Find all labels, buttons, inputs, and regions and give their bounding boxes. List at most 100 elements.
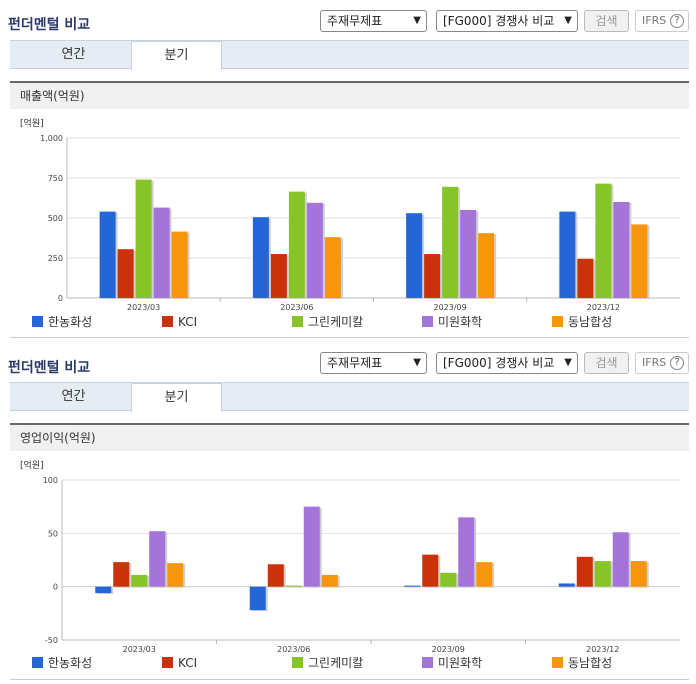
bar [288, 191, 305, 298]
bar [613, 202, 630, 298]
bar [576, 556, 593, 587]
legend-swatch [292, 657, 303, 668]
statement-select-value: 주재무제표 [327, 14, 383, 28]
legend-swatch [422, 657, 433, 668]
x-tick-label: 2023/09 [432, 645, 465, 654]
bar [478, 233, 495, 298]
x-tick-label: 2023/06 [280, 303, 313, 312]
competitor-select-value: [FG000] 경쟁사 비교 [443, 14, 555, 28]
bar-shadow [406, 586, 423, 588]
panel-revenue: 펀더멘털 비교 주재무제표 ▼ [FG000] 경쟁사 비교 ▼ 검색 IFRS… [0, 10, 696, 338]
chevron-down-icon: ▼ [564, 15, 572, 26]
legend-item[interactable]: 그린케미칼 [292, 314, 363, 330]
bar [95, 586, 112, 594]
panel-title: 펀더멘털 비교 [8, 17, 91, 33]
statement-select[interactable]: 주재무제표 ▼ [320, 10, 427, 32]
chart-subhead: 매출액(억원) [10, 81, 689, 109]
bar [406, 213, 423, 298]
competitor-select-value: [FG000] 경쟁사 비교 [443, 356, 555, 370]
ifrs-button[interactable]: IFRS ? [635, 10, 689, 32]
x-tick-label: 2023/12 [587, 303, 620, 312]
ifrs-button[interactable]: IFRS ? [635, 352, 689, 374]
period-tabs: 연간 분기 [10, 382, 689, 412]
bar [303, 506, 320, 587]
x-tick-label: 2023/12 [586, 645, 619, 654]
search-button[interactable]: 검색 [584, 10, 629, 32]
legend-item[interactable]: 한농화성 [32, 314, 92, 330]
unit-label: [억원] [20, 117, 44, 129]
chart-subhead: 영업이익(억원) [10, 423, 689, 451]
legend-label: KCI [178, 656, 198, 670]
unit-label: [억원] [20, 459, 44, 471]
legend-item[interactable]: KCI [162, 655, 197, 671]
bar [404, 585, 421, 587]
period-tabs: 연간 분기 [10, 40, 689, 70]
legend-item[interactable]: 동남합성 [552, 314, 612, 330]
bar [99, 211, 116, 298]
search-button[interactable]: 검색 [584, 352, 629, 374]
bar-shadow [287, 586, 304, 588]
chevron-down-icon: ▼ [564, 357, 572, 368]
bar [149, 531, 166, 587]
bar [153, 207, 170, 298]
legend-label: 그린케미칼 [308, 315, 364, 329]
help-icon: ? [670, 356, 684, 370]
bar [422, 554, 439, 587]
y-tick-label: 750 [48, 174, 63, 183]
bar [285, 585, 302, 587]
legend-label: KCI [178, 315, 198, 329]
bar [630, 561, 647, 587]
legend-label: 동남합성 [568, 656, 613, 670]
bar [117, 249, 134, 298]
y-tick-label: -50 [45, 636, 58, 645]
x-tick-label: 2023/03 [123, 645, 156, 654]
bar [442, 186, 459, 298]
legend-swatch [32, 316, 43, 327]
bar [306, 202, 323, 298]
bar [424, 254, 441, 298]
bar [171, 231, 188, 298]
legend-label: 그린케미칼 [308, 656, 364, 670]
bar [559, 211, 576, 298]
bar [270, 254, 287, 298]
legend-item[interactable]: 한농화성 [32, 655, 92, 671]
bar [267, 564, 284, 587]
legend-label: 한농화성 [48, 315, 93, 329]
legend-swatch [162, 657, 173, 668]
legend-item[interactable]: 동남합성 [552, 655, 612, 671]
tab-quarterly[interactable]: 분기 [131, 383, 222, 412]
y-tick-label: 100 [43, 476, 58, 485]
help-icon: ? [670, 14, 684, 28]
bar [476, 562, 493, 587]
tab-annual[interactable]: 연간 [61, 47, 86, 62]
competitor-select[interactable]: [FG000] 경쟁사 비교 ▼ [436, 10, 578, 32]
divider [10, 337, 689, 338]
legend-item[interactable]: 미원화학 [422, 655, 482, 671]
bar [440, 572, 457, 587]
legend-label: 한농화성 [48, 656, 93, 670]
legend-swatch [552, 657, 563, 668]
bar [458, 517, 475, 587]
bar [324, 237, 341, 298]
chart-legend: 한농화성 KCI 그린케미칼 미원화학 동남합성 [0, 655, 696, 671]
legend-item[interactable]: 그린케미칼 [292, 655, 363, 671]
bar [612, 532, 629, 587]
statement-select[interactable]: 주재무제표 ▼ [320, 352, 427, 374]
legend-item[interactable]: KCI [162, 314, 197, 330]
revenue-bar-chart: [억원] 0 250 500 750 1,000 2023/03 2023/06 2023/09… [20, 117, 680, 312]
competitor-select[interactable]: [FG000] 경쟁사 비교 ▼ [436, 352, 578, 374]
x-tick-label: 2023/06 [277, 645, 310, 654]
x-tick-label: 2023/09 [434, 303, 467, 312]
tab-annual[interactable]: 연간 [61, 389, 86, 404]
y-tick-label: 1,000 [40, 134, 63, 143]
legend-label: 동남합성 [568, 315, 613, 329]
y-tick-label: 0 [53, 583, 58, 592]
legend-item[interactable]: 미원화학 [422, 314, 482, 330]
bar [113, 562, 130, 587]
chart-legend: 한농화성 KCI 그린케미칼 미원화학 동남합성 [0, 314, 696, 330]
bar [167, 563, 184, 587]
bar [558, 583, 575, 587]
operating-profit-bar-chart: [억원] -50 0 50 100 2023/03 2023/06 2023/09 2023/1… [20, 459, 680, 654]
ifrs-label: IFRS [642, 356, 667, 369]
tab-quarterly[interactable]: 분기 [131, 41, 222, 70]
